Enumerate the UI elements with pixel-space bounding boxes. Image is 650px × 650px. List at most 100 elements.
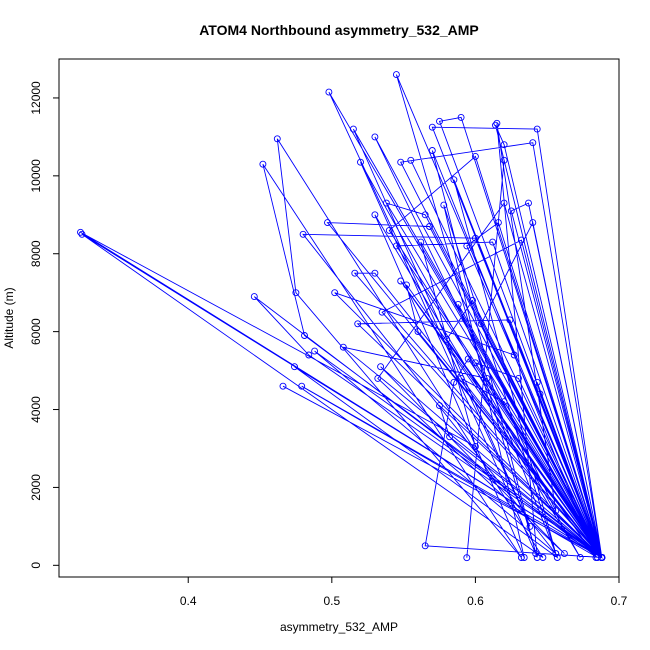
data-point [371, 269, 379, 277]
data-point [463, 554, 471, 562]
data-point [477, 320, 485, 328]
data-point [421, 211, 429, 219]
data-point [436, 117, 443, 125]
x-tick-label: 0.6 [467, 594, 484, 608]
data-point [471, 152, 479, 160]
data-point [471, 443, 479, 450]
y-tick-label: 10000 [29, 159, 43, 193]
data-point [339, 343, 347, 351]
data-point [397, 158, 405, 166]
data-point [552, 507, 560, 515]
chart-title: ATOM4 Northbound asymmetry_532_AMP [199, 22, 479, 38]
data-point [494, 219, 502, 227]
data-point [450, 378, 458, 386]
data-point [552, 550, 560, 558]
data-point [553, 554, 561, 561]
data-point [471, 359, 479, 367]
data-point [457, 374, 465, 382]
data-point [371, 211, 379, 219]
data-point [517, 554, 525, 561]
data-point [454, 300, 462, 308]
data-point [377, 363, 385, 371]
plot-frame [58, 58, 620, 578]
y-tick-label: 12000 [29, 81, 43, 115]
data-point [301, 332, 308, 339]
data-point [517, 236, 525, 244]
x-tick-label: 0.7 [611, 594, 628, 608]
data-point [374, 374, 382, 382]
data-point [351, 269, 359, 277]
data-point [446, 433, 454, 441]
data-point [525, 199, 532, 207]
data-point [471, 234, 479, 242]
data-point [457, 113, 465, 121]
data-point [492, 121, 499, 129]
data-point [469, 297, 476, 304]
data-point [349, 125, 357, 133]
data-point [311, 347, 319, 355]
data-point [507, 207, 515, 215]
data-point [500, 199, 508, 207]
y-tick-label: 0 [29, 562, 43, 569]
x-axis: 0.4 0.5 0.6 0.7 [180, 577, 628, 608]
data-point [576, 554, 584, 561]
data-point [539, 554, 547, 561]
data-point [417, 238, 425, 246]
data-point [529, 219, 537, 227]
data-point [305, 351, 313, 359]
data-point [407, 156, 415, 164]
data-point [414, 328, 422, 336]
data-point [493, 119, 501, 127]
data-point [403, 281, 410, 289]
data-point [440, 201, 448, 209]
series-line [80, 74, 603, 559]
data-point [428, 123, 436, 131]
data-point [533, 125, 541, 133]
data-point [436, 402, 443, 410]
data-point [324, 219, 331, 227]
plot-area [77, 71, 606, 562]
data-point [273, 135, 281, 143]
data-point [536, 390, 544, 398]
data-point [532, 550, 540, 558]
y-tick-label: 6000 [29, 318, 43, 345]
data-point [397, 277, 405, 285]
data-point [392, 242, 400, 250]
data-point [354, 320, 362, 328]
data-point [382, 199, 390, 207]
data-point [489, 238, 497, 246]
data-point [250, 293, 258, 301]
data-point [443, 335, 451, 343]
data-point [299, 230, 307, 238]
data-point [520, 554, 528, 561]
y-tick-label: 2000 [29, 474, 43, 501]
data-point [325, 88, 333, 96]
data-point [464, 355, 472, 363]
data-point [292, 289, 300, 297]
data-point [594, 554, 601, 561]
data-point [78, 230, 86, 238]
data-point [506, 316, 514, 324]
data-point [463, 242, 471, 250]
data-point [385, 226, 393, 234]
data-point [500, 156, 508, 164]
data-point [515, 374, 522, 382]
data-point [259, 160, 267, 168]
data-point [560, 550, 568, 558]
data-point [500, 141, 508, 149]
data-point [426, 223, 433, 230]
data-point [392, 71, 400, 79]
data-point [483, 374, 491, 382]
data-point [291, 363, 298, 371]
data-point [598, 554, 606, 561]
data-point [279, 382, 287, 390]
data-point [421, 542, 429, 550]
data-point [378, 308, 386, 316]
data-point [331, 289, 339, 297]
x-tick-label: 0.5 [323, 594, 340, 608]
data-point [450, 176, 458, 184]
x-tick-label: 0.4 [180, 594, 197, 608]
y-tick-label: 8000 [29, 240, 43, 267]
data-point [77, 228, 84, 236]
